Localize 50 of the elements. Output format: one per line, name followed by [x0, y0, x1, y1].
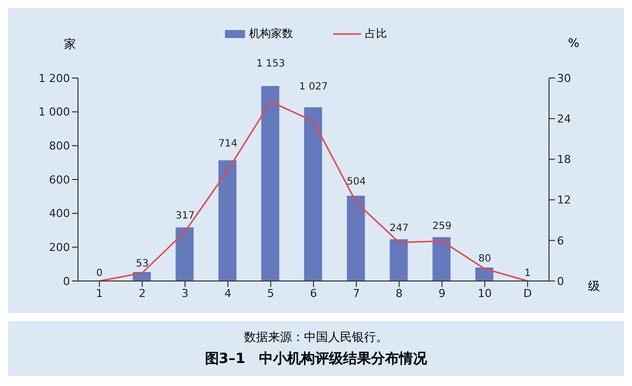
data-label: 259 [432, 220, 452, 232]
bar [346, 196, 365, 281]
y-tick-label: 200 [49, 241, 70, 254]
bar [261, 86, 280, 281]
data-label: 1 [524, 268, 531, 279]
y2-tick-label: 24 [557, 112, 571, 126]
y-tick-label: 400 [49, 207, 70, 220]
x-tick-label: 2 [138, 286, 146, 300]
x-tick-label: 6 [310, 286, 317, 300]
x-tick-label: D [523, 286, 532, 300]
y2-axis-title: % [568, 36, 580, 50]
y-tick-label: 600 [49, 173, 70, 186]
data-label: 317 [176, 210, 195, 222]
x-axis-title: 级 [588, 278, 600, 295]
x-tick-label: 8 [396, 286, 403, 300]
y2-tick-label: 6 [557, 234, 564, 248]
x-tick-label: 10 [478, 286, 492, 300]
y2-tick-label: 12 [557, 194, 571, 207]
y2-tick-label: 0 [557, 274, 564, 288]
bar [304, 107, 322, 281]
data-label: 53 [136, 258, 149, 270]
x-tick-label: 9 [438, 286, 446, 300]
y-tick-label: 0 [63, 274, 70, 288]
y2-tick-label: 18 [557, 153, 571, 166]
x-tick-label: 5 [267, 286, 274, 300]
data-label: 80 [478, 253, 492, 264]
data-label: 0 [96, 268, 103, 279]
x-tick-label: 1 [96, 286, 103, 300]
x-tick-label: 4 [224, 286, 232, 300]
source-note: 数据来源：中国人民银行。 [243, 329, 389, 346]
data-label: 1 153 [256, 58, 285, 70]
data-label: 504 [346, 176, 366, 188]
y-tick-label: 800 [49, 140, 70, 153]
y2-tick-label: 30 [557, 72, 571, 85]
line-series [98, 100, 528, 281]
bar [176, 227, 194, 281]
data-label: 1 027 [299, 81, 328, 92]
bar [390, 239, 408, 281]
y-axis-title: 家 [64, 36, 76, 53]
x-tick-label: 3 [182, 286, 189, 300]
x-tick-label: 7 [352, 286, 360, 300]
y-tick-label: 1 000 [38, 106, 70, 119]
legend-label: 机构家数 [248, 26, 293, 41]
bar [432, 237, 451, 281]
bar [218, 160, 236, 281]
data-label: 714 [218, 138, 238, 150]
legend-label: 占比 [364, 26, 387, 41]
data-label: 247 [390, 223, 409, 234]
y-tick-label: 1 200 [38, 72, 70, 85]
text: 图3–1 中小机构评级结果分布情况 [204, 350, 428, 368]
